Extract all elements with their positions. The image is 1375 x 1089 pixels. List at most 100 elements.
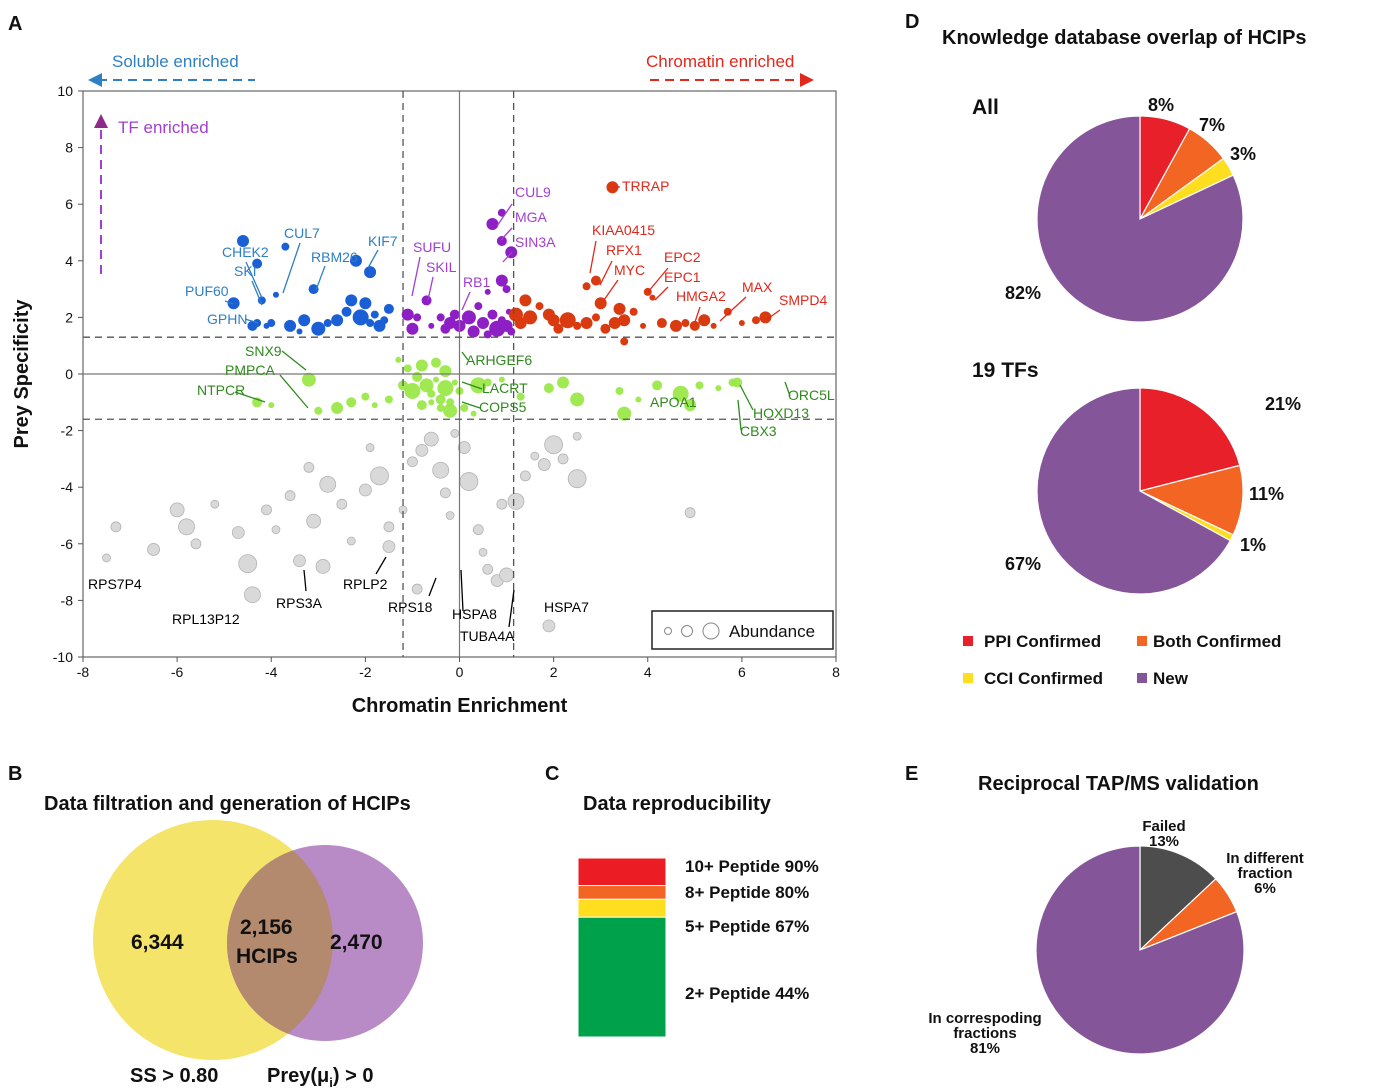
venn-diagram [93,820,423,1060]
pie-all-label-both: 7% [1199,115,1225,135]
gene-leader-line [737,399,742,431]
scatter-point-soluble [267,319,276,328]
scatter-point-grey-pts [544,435,564,455]
scatter-point-grey-pts [284,490,296,502]
venn-right-value: 2,470 [330,931,383,954]
gene-leader-line [411,256,421,297]
chromatin-enriched-label: Chromatin enriched [646,52,794,71]
abundance-legend: Abundance [651,610,834,650]
tf-arrow [94,114,108,276]
gene-label: PUF60 [185,283,229,299]
y-tick-label: -8 [61,592,74,608]
scatter-point-green-pts [543,383,554,394]
scatter-point-soluble [352,309,369,326]
scatter-point-grey-pts [336,498,348,510]
scatter-point-tf [461,310,476,325]
y-tick-label: 4 [65,253,73,269]
legend-small-circle [664,627,672,635]
scatter-point-green-pts [439,365,452,378]
scatter-point-chromatin [573,321,582,330]
scatter-point-green-pts [451,379,458,386]
scatter-point-chromatin [523,310,538,325]
scatter-point-grey-pts [472,524,484,536]
gene-leader-line [303,569,307,592]
scatter-point-green-pts [443,403,458,418]
scatter-point-green-pts [419,378,434,393]
gene-leader-line [428,577,437,597]
gene-label: ARHGEF6 [466,352,532,368]
scatter-point-green-pts [346,397,357,408]
scatter-point-chromatin [590,275,601,286]
gene-leader-line [589,240,597,274]
scatter-point-green-pts [557,376,570,389]
e-label-corr-1: In correspoding [928,1010,1041,1027]
scatter-point-green-pts [684,399,697,412]
gene-leader-line [502,251,513,263]
scatter-point-grey-pts [407,456,418,468]
legend-large-circle [702,622,720,640]
scatter-point-green-pts [695,381,704,390]
scatter-point-grey-pts [383,521,395,533]
e-label-diff-pct: 6% [1254,880,1276,897]
scatter-point-grey-pts [315,559,331,574]
scatter-point-grey-pts [261,504,272,516]
scatter-point-chromatin [620,337,629,346]
scatter-point-grey-pts [496,498,508,510]
scatter-point-grey-pts [432,461,450,479]
panel-letter-e: E [905,763,918,785]
repro-label-8: 8+ Peptide 80% [685,883,809,902]
scatter-point-chromatin [629,307,638,316]
scatter-point-green-pts [436,403,445,412]
gene-leader-line [224,300,234,305]
e-label-diff-1: In different [1226,850,1304,867]
scatter-point-tf [436,313,445,322]
gene-leader-line [461,401,481,409]
scatter-point-chromatin [535,302,544,311]
scatter-point-grey-pts [542,619,556,633]
scatter-point-green-pts [415,359,428,372]
pie-all-label-cci: 3% [1230,144,1256,164]
scatter-point-grey-pts [231,526,245,539]
pie-tfs-subtitle: 19 TFs [972,359,1039,382]
repro-segment-3 [577,916,667,1038]
legend-label-ppi: PPI Confirmed [984,632,1101,651]
scatter-point-chromatin [608,317,621,330]
scatter-point-grey-pts [169,502,185,518]
scatter-point-soluble [252,258,263,269]
scatter-point-soluble [308,284,319,295]
scatter-labels: CHEK2 CUL7 SKI RBM26 KIF7 PUF60 GPHN CUL9 MGA SIN… [88,178,835,644]
gene-label: EPC2 [664,249,701,265]
chromatin-arrow [650,73,814,87]
pie-tfs-label-new: 67% [1005,554,1041,574]
scatter-point-chromatin [582,282,591,291]
e-label-failed-pct: 13% [1149,833,1179,850]
scatter-point-soluble [281,242,290,251]
scatter-point-grey-pts [567,469,587,489]
scatter-point-grey-pts [238,554,258,574]
pie-all-label-ppi: 8% [1148,95,1174,115]
panel-letter-a: A [8,13,22,35]
scatter-point-tf [477,317,490,330]
soluble-enriched-label: Soluble enriched [112,52,239,71]
tf-enriched-label: TF enriched [118,118,209,137]
scatter-point-grey-pts [572,431,582,441]
scatter-point-grey-pts [530,451,540,461]
gene-label: EPC1 [664,269,701,285]
y-tick-label: -2 [61,423,74,439]
repro-label-10: 10+ Peptide 90% [685,857,819,876]
scatter-point-chromatin [613,302,626,315]
gene-label: RB1 [463,274,490,290]
gene-label: LACRT [482,380,528,396]
gene-label: RPS7P4 [88,576,142,592]
venn-center-value: 2,156 [240,916,293,939]
pie-slice [1139,387,1241,492]
pie-slice [1138,464,1244,536]
gene-leader-line [719,296,747,322]
gene-label: RPL13P12 [172,611,240,627]
scatter-point-chromatin [640,322,647,329]
gene-label: SKIL [426,259,457,275]
scatter-point-grey-pts [190,538,202,550]
scatter-point-grey-pts [684,507,696,519]
legend-label-new: New [1153,669,1189,688]
